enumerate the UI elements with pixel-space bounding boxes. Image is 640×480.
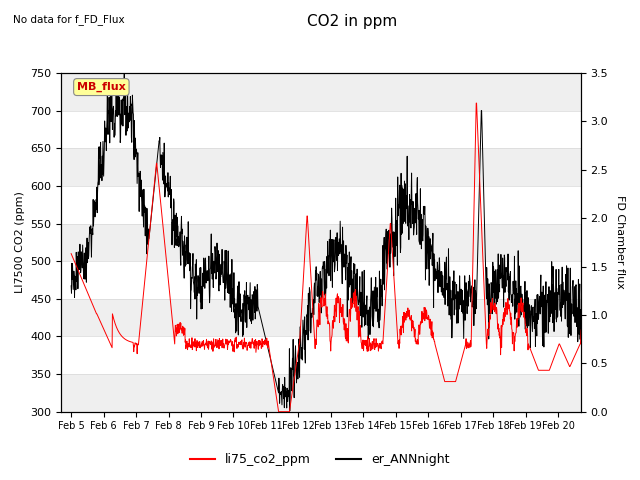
Text: MB_flux: MB_flux (77, 82, 125, 92)
Bar (61, 299, 581, 336)
Legend: li75_co2_ppm, er_ANNnight: li75_co2_ppm, er_ANNnight (186, 448, 454, 471)
Y-axis label: LI7500 CO2 (ppm): LI7500 CO2 (ppm) (15, 192, 25, 293)
Y-axis label: FD Chamber flux: FD Chamber flux (615, 195, 625, 289)
Text: No data for f_FD_Flux: No data for f_FD_Flux (13, 14, 124, 25)
Bar (61, 148, 581, 186)
Bar (61, 374, 581, 412)
Bar (61, 73, 581, 110)
Text: CO2 in ppm: CO2 in ppm (307, 14, 397, 29)
Bar (61, 224, 581, 261)
